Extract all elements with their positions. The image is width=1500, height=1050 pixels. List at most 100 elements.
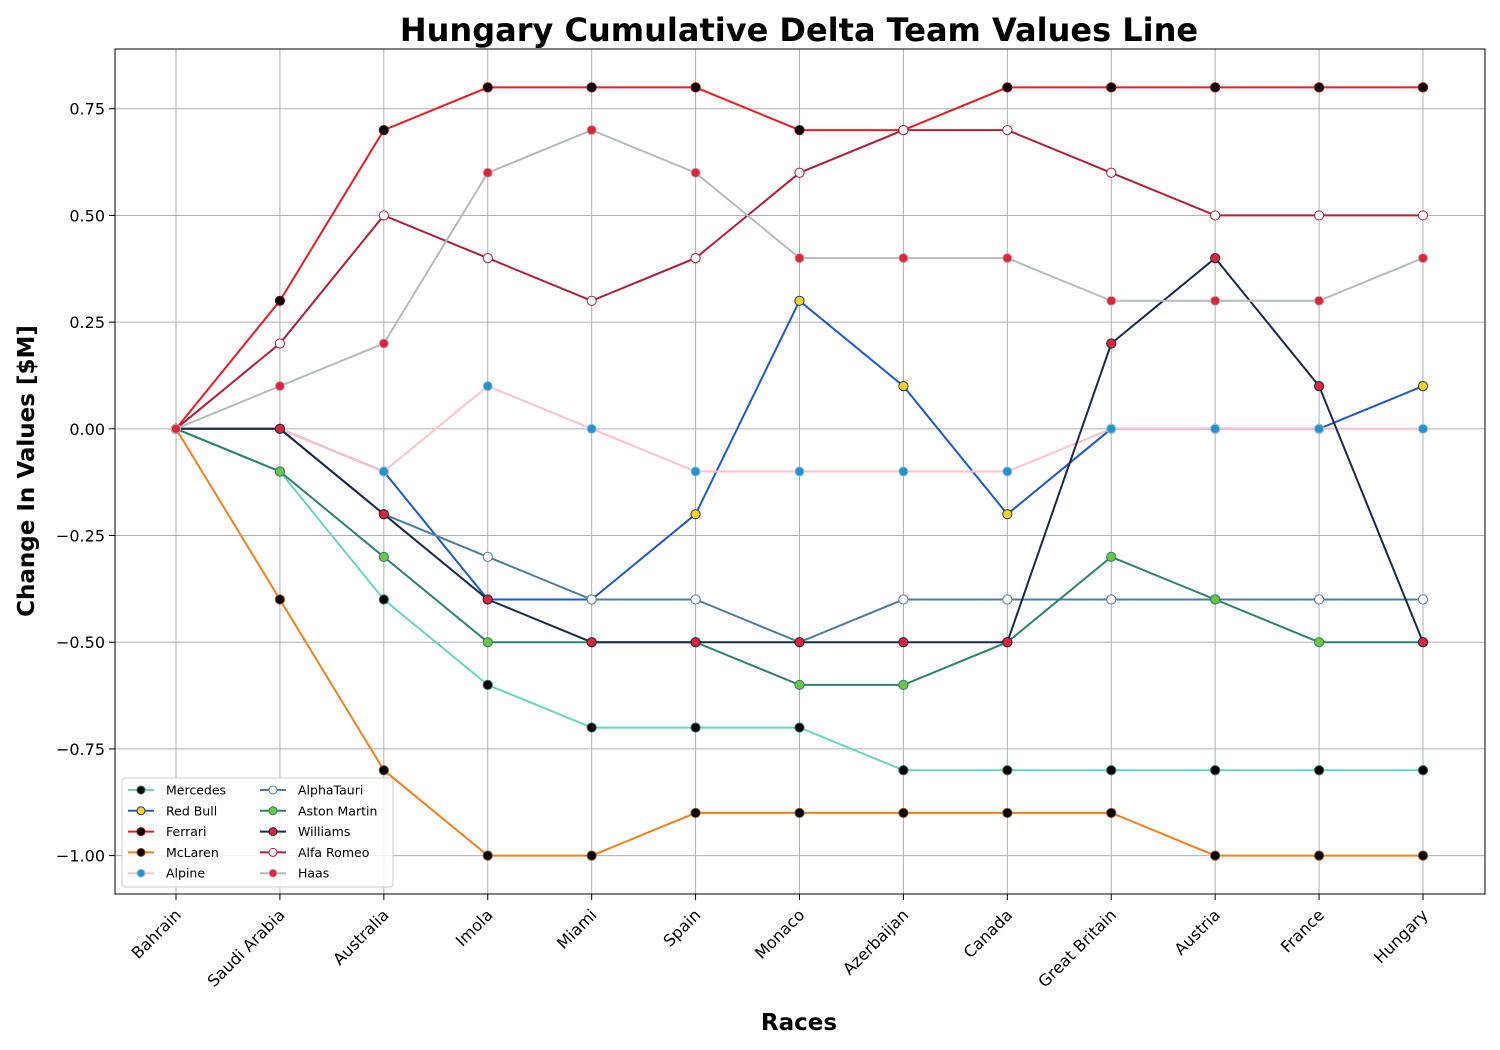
- data-point: [274, 423, 286, 434]
- x-tick-label: Azerbaijan: [839, 905, 912, 978]
- data-point: [1313, 210, 1325, 221]
- data-point: [690, 637, 701, 648]
- data-point: [690, 807, 701, 819]
- legend-label: Ferrari: [166, 824, 207, 839]
- data-point: [794, 253, 805, 264]
- series-haas: [170, 124, 1429, 434]
- data-point: [1417, 82, 1429, 93]
- x-tick-label: Saudi Arabia: [204, 905, 289, 990]
- data-point: [1210, 850, 1221, 861]
- data-point: [1106, 423, 1117, 434]
- data-point: [1210, 423, 1221, 434]
- data-point: [274, 381, 286, 392]
- data-point: [378, 765, 389, 776]
- data-point: [898, 594, 909, 605]
- x-tick-label: Imola: [452, 905, 497, 950]
- legend-label: Alfa Romeo: [298, 845, 369, 860]
- data-point: [690, 509, 701, 520]
- data-point: [1106, 295, 1117, 306]
- data-point: [794, 124, 805, 136]
- legend-marker: [136, 868, 146, 878]
- data-point: [1002, 253, 1013, 264]
- data-point: [1313, 295, 1325, 306]
- data-point: [482, 594, 493, 605]
- data-point: [1417, 381, 1429, 392]
- data-point: [1106, 807, 1117, 819]
- chart-title: Hungary Cumulative Delta Team Values Lin…: [400, 11, 1198, 49]
- data-point: [1313, 850, 1325, 861]
- data-point: [1313, 765, 1325, 776]
- x-tick-label: Great Britain: [1034, 905, 1120, 991]
- data-point: [1210, 210, 1221, 221]
- data-point: [1002, 466, 1013, 477]
- x-tick-label: Bahrain: [128, 905, 185, 962]
- legend-marker: [136, 827, 146, 837]
- data-point: [274, 466, 286, 477]
- legend-item: Aston Martin: [260, 803, 377, 818]
- data-point: [482, 82, 493, 93]
- data-point: [1106, 82, 1117, 93]
- data-point: [586, 423, 597, 434]
- data-point: [482, 551, 493, 562]
- data-point: [1002, 124, 1013, 136]
- data-point: [690, 253, 701, 264]
- data-point: [898, 765, 909, 776]
- legend-item: Alfa Romeo: [260, 845, 369, 860]
- legend-item: Alpine: [128, 866, 205, 881]
- data-point: [378, 509, 389, 520]
- data-point: [1106, 765, 1117, 776]
- y-tick-label: −1.00: [56, 847, 105, 866]
- data-point: [1210, 765, 1221, 776]
- data-point: [794, 167, 805, 178]
- data-point: [586, 850, 597, 861]
- legend-item: Ferrari: [128, 824, 207, 839]
- legend-marker: [136, 847, 146, 857]
- data-point: [378, 124, 389, 136]
- data-point: [1417, 594, 1429, 605]
- data-point: [1210, 295, 1221, 306]
- legend-item: Mercedes: [128, 783, 226, 798]
- data-point: [690, 722, 701, 733]
- data-point: [898, 807, 909, 819]
- data-point: [1002, 509, 1013, 520]
- legend-marker: [268, 868, 278, 878]
- legend-item: Haas: [260, 866, 329, 881]
- legend-label: AlphaTauri: [298, 783, 363, 798]
- y-tick-label: 0.50: [69, 206, 105, 225]
- data-point: [482, 253, 493, 264]
- data-point: [586, 594, 597, 605]
- legend-marker: [268, 827, 278, 837]
- data-point: [1002, 594, 1013, 605]
- data-point: [1313, 594, 1325, 605]
- data-point: [1210, 253, 1221, 264]
- data-point: [898, 253, 909, 264]
- data-point: [1417, 637, 1429, 648]
- y-axis-label: Change In Values [$M]: [14, 325, 40, 617]
- data-point: [898, 381, 909, 392]
- data-point: [1106, 167, 1117, 178]
- data-point: [794, 637, 805, 648]
- data-point: [1417, 765, 1429, 776]
- x-tick-label: Australia: [329, 905, 392, 968]
- data-point: [1417, 423, 1429, 434]
- data-point: [1313, 381, 1325, 392]
- legend-label: Mercedes: [166, 783, 226, 798]
- data-point: [1106, 594, 1117, 605]
- y-tick-label: 0.75: [69, 100, 105, 119]
- data-point: [482, 850, 493, 861]
- legend-marker: [268, 785, 278, 795]
- data-point: [482, 381, 493, 392]
- legend-label: Aston Martin: [298, 803, 377, 818]
- legend-marker: [268, 847, 278, 857]
- legend-label: Alpine: [166, 866, 205, 881]
- data-point: [1210, 82, 1221, 93]
- data-point: [898, 124, 909, 136]
- data-point: [1002, 765, 1013, 776]
- data-point: [794, 679, 805, 690]
- y-tick-label: −0.50: [56, 633, 105, 652]
- y-tick-label: 0.00: [69, 420, 105, 439]
- data-point: [378, 466, 389, 477]
- data-point: [482, 679, 493, 690]
- y-tick-label: 0.25: [69, 313, 105, 332]
- data-point: [690, 594, 701, 605]
